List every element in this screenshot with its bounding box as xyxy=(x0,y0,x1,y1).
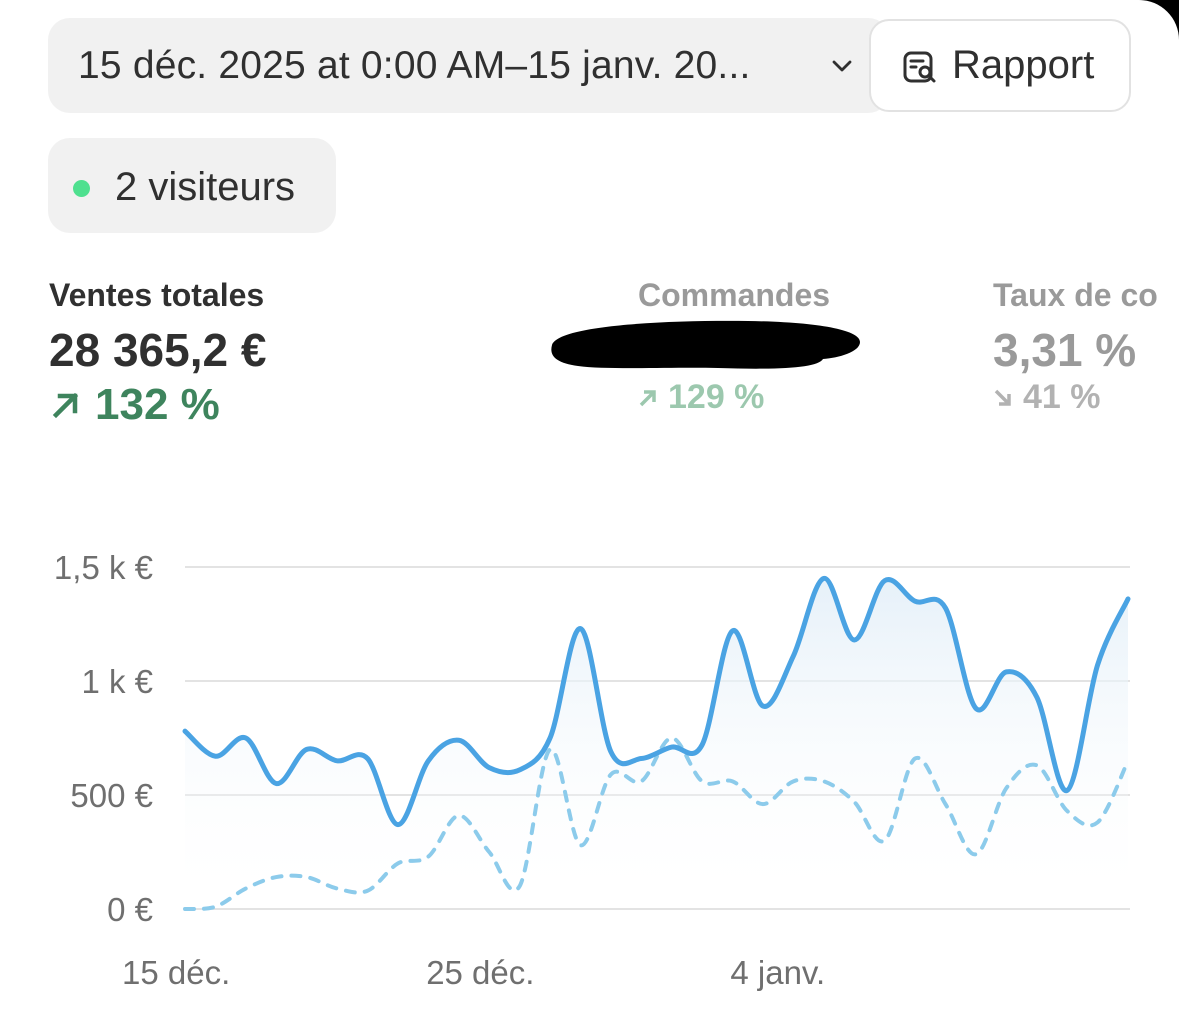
date-range-label: 15 déc. 2025 at 0:00 AM–15 janv. 20... xyxy=(78,43,751,87)
chevron-down-icon xyxy=(832,60,852,72)
metric-orders-change-value: 129 % xyxy=(668,378,765,416)
metric-conversion-change-value: 41 % xyxy=(1023,378,1101,416)
metric-sales-change-value: 132 % xyxy=(95,380,220,429)
arrow-down-right-icon xyxy=(994,389,1011,406)
redaction-mark xyxy=(551,320,860,369)
x-tick-label: 25 déc. xyxy=(426,954,534,991)
y-tick-label: 1,5 k € xyxy=(54,549,153,586)
metric-orders-label[interactable]: Commandes xyxy=(638,277,831,313)
live-visitors-badge[interactable] xyxy=(48,138,336,233)
report-label: Rapport xyxy=(952,43,1095,87)
report-search-icon xyxy=(903,51,936,83)
metric-sales-value: 28 365,2 € xyxy=(49,324,267,376)
x-tick-label: 4 janv. xyxy=(730,954,825,991)
current-series-line xyxy=(182,575,1131,828)
arrow-up-right-icon xyxy=(639,389,656,406)
x-tick-label: 15 déc. xyxy=(122,954,230,991)
y-tick-label: 500 € xyxy=(70,777,153,814)
arrow-up-right-icon xyxy=(52,392,79,419)
metric-conversion-value: 3,31 % xyxy=(993,324,1137,376)
metric-orders-change: 129 % xyxy=(636,378,764,417)
live-visitors-label: 2 visiteurs xyxy=(115,165,296,209)
current-series-area xyxy=(185,578,1128,909)
sales-line-chart: 0 € 500 € 1 k € 1,5 k € 15 déc. 25 déc. 4 janv… xyxy=(54,549,1131,991)
metric-sales-label[interactable]: Ventes totales xyxy=(49,277,265,313)
date-range-selector[interactable]: 15 déc. 2025 at 0:00 AM–15 janv. 20... xyxy=(48,18,890,113)
previous-series-line xyxy=(183,735,1130,912)
y-tick-label: 1 k € xyxy=(81,663,153,700)
y-tick-label: 0 € xyxy=(107,891,153,928)
metric-conversion-change: 41 % xyxy=(991,378,1101,417)
metric-sales-change: 132 % xyxy=(49,380,220,430)
live-status-dot xyxy=(73,180,90,197)
metric-conversion-label[interactable]: Taux de co xyxy=(993,277,1158,313)
report-button[interactable]: Rapport xyxy=(869,19,1131,112)
